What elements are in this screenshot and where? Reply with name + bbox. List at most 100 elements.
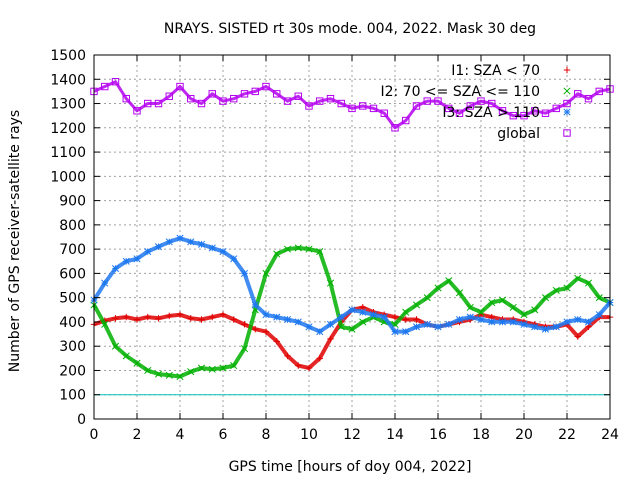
data-point (101, 320, 109, 328)
data-point (412, 301, 421, 309)
data-point (520, 111, 528, 120)
data-point (316, 355, 323, 362)
legend-label: global (497, 126, 540, 142)
data-point (552, 286, 560, 294)
data-point (316, 97, 324, 105)
data-point (380, 313, 388, 321)
data-point (262, 269, 270, 277)
data-point (273, 313, 281, 321)
data-point (241, 321, 248, 328)
data-point (574, 315, 582, 324)
data-point (434, 323, 442, 331)
data-point (144, 99, 152, 108)
data-point (445, 320, 453, 328)
series-band (93, 80, 611, 130)
data-point (133, 255, 141, 263)
x-tick-label: 16 (429, 427, 447, 443)
legend-marker (563, 87, 571, 95)
y-tick-label: 600 (59, 266, 86, 282)
data-point (294, 244, 302, 252)
data-point (273, 250, 281, 258)
x-tick-label: 0 (90, 427, 99, 443)
data-point (111, 264, 120, 273)
data-point (294, 92, 302, 100)
data-point (595, 294, 603, 302)
data-point (584, 318, 593, 326)
legend-label: I2: 70 <= SZA <= 110 (380, 84, 540, 100)
data-point (284, 352, 291, 360)
y-tick-label: 300 (59, 339, 86, 355)
data-point (423, 320, 431, 328)
data-point (402, 116, 410, 125)
data-point (337, 313, 345, 321)
data-point (541, 325, 550, 333)
data-point (488, 318, 496, 326)
data-point (176, 82, 184, 91)
data-point (252, 326, 259, 333)
data-point (498, 318, 507, 326)
data-point (122, 94, 130, 103)
x-tick-label: 2 (133, 427, 142, 443)
data-point (240, 269, 249, 277)
data-point (219, 311, 227, 318)
data-point (262, 82, 270, 91)
data-point (391, 124, 399, 132)
data-point (402, 328, 410, 336)
data-point (477, 315, 485, 324)
data-point (154, 243, 163, 251)
data-point (466, 313, 474, 321)
data-point (208, 365, 216, 373)
data-point (477, 308, 485, 316)
y-tick-label: 1500 (50, 48, 86, 64)
data-point (541, 294, 550, 302)
data-point (208, 90, 216, 98)
data-point (488, 298, 496, 307)
data-point (498, 107, 507, 115)
data-point (176, 372, 184, 381)
series-i3-sza-110 (90, 234, 614, 336)
axis-ticks: 0 2 4 6 8 10 12 14 16 18 20 22 240100200300400500600… (50, 48, 619, 443)
y-tick-label: 1200 (50, 121, 86, 137)
data-point (198, 316, 205, 323)
data-point (466, 102, 474, 110)
data-point (197, 240, 206, 248)
data-point (230, 94, 238, 103)
y-tick-label: 500 (59, 291, 86, 307)
data-point (155, 315, 162, 322)
data-point (283, 245, 292, 253)
data-point (262, 328, 270, 335)
data-point (122, 352, 130, 360)
data-point (273, 338, 280, 345)
data-point (531, 323, 539, 331)
series-layer (90, 77, 614, 381)
data-point (187, 238, 195, 246)
data-point (240, 90, 249, 98)
x-tick-label: 20 (515, 427, 533, 443)
data-point (305, 245, 313, 253)
data-point (509, 318, 517, 326)
data-point (144, 366, 152, 375)
data-point (445, 277, 453, 285)
grid (94, 55, 610, 419)
data-point (165, 92, 173, 100)
data-point (509, 111, 517, 120)
data-point (283, 315, 292, 324)
data-point (488, 99, 496, 108)
data-point (434, 97, 442, 105)
data-point (240, 345, 249, 353)
data-point (112, 315, 119, 322)
data-point (176, 311, 184, 318)
data-point (498, 296, 507, 304)
data-point (391, 313, 399, 321)
x-tick-label: 4 (176, 427, 185, 443)
legend-marker (563, 66, 571, 74)
data-point (520, 311, 528, 319)
data-point (423, 294, 431, 302)
data-point (380, 109, 388, 117)
data-point (326, 320, 335, 328)
data-point (187, 315, 194, 322)
data-point (369, 311, 378, 319)
data-point (230, 316, 237, 323)
y-tick-label: 900 (59, 194, 86, 210)
